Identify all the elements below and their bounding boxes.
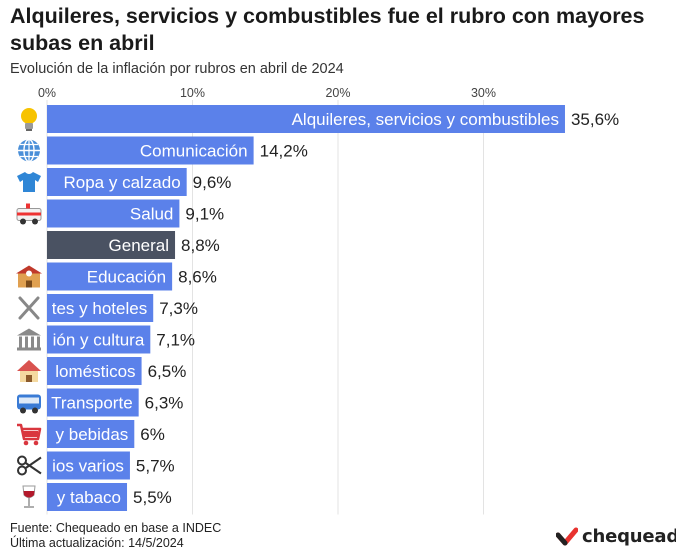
x-tick-label: 10% xyxy=(180,86,205,100)
bar xyxy=(47,483,128,511)
source-note: Fuente: Chequeado en base a INDEC xyxy=(10,521,222,535)
x-tick-label: 0% xyxy=(38,86,56,100)
chart-title: Alquileres, servicios y combustibles fue… xyxy=(10,4,645,55)
bar xyxy=(47,231,176,259)
bar-label: General xyxy=(109,236,169,255)
bar xyxy=(47,136,254,165)
x-tick-label: 20% xyxy=(325,86,350,100)
bar-label: lomésticos xyxy=(55,362,135,381)
value-label: 9,1% xyxy=(185,205,224,224)
x-tick-label: 30% xyxy=(471,86,496,100)
bar xyxy=(47,199,180,228)
update-note: Última actualización: 14/5/2024 xyxy=(10,536,184,550)
bus-icon xyxy=(17,394,41,414)
scissors-icon xyxy=(17,455,42,476)
bar xyxy=(47,451,130,480)
bar xyxy=(47,325,151,354)
bar-label: Alquileres, servicios y combustibles xyxy=(292,110,559,129)
bar-label: Comunicación xyxy=(140,142,248,161)
value-label: 5,5% xyxy=(133,488,172,507)
brand-logo[interactable]: chequeado xyxy=(556,522,676,550)
globe-icon xyxy=(18,138,40,163)
bar-label: Ropa y calzado xyxy=(63,173,180,192)
shopping-cart-icon xyxy=(17,423,42,446)
value-label: 7,3% xyxy=(159,299,198,318)
bar-label: y bebidas xyxy=(56,425,129,444)
brand-name: chequeado xyxy=(582,525,676,547)
bar-label: Educación xyxy=(87,268,166,287)
cutlery-icon xyxy=(18,296,40,320)
footer: Fuente: Chequeado en base a INDEC Última… xyxy=(10,521,221,551)
bar xyxy=(47,388,139,417)
value-label: 7,1% xyxy=(156,331,195,350)
bar xyxy=(47,105,565,133)
wine-glass-icon xyxy=(22,485,36,508)
bar xyxy=(47,168,187,196)
school-icon xyxy=(16,265,42,288)
value-label: 9,6% xyxy=(193,173,232,192)
museum-icon xyxy=(17,328,41,351)
value-label: 6,5% xyxy=(148,362,187,381)
bar-label: y tabaco xyxy=(57,488,121,507)
bar-label: Salud xyxy=(130,205,173,224)
bar-label: Transporte xyxy=(51,394,133,413)
value-label: 14,2% xyxy=(260,142,308,161)
chequeado-logo-icon xyxy=(556,527,578,546)
value-label: 5,7% xyxy=(136,457,175,476)
house-icon xyxy=(17,360,41,382)
value-label: 8,8% xyxy=(181,236,220,255)
ambulance-icon xyxy=(16,203,42,225)
bar xyxy=(47,420,135,448)
value-label: 35,6% xyxy=(571,110,619,129)
bar-label: tes y hoteles xyxy=(52,299,147,318)
bar xyxy=(47,294,154,322)
bar xyxy=(47,262,173,291)
chart-subtitle: Evolución de la inflación por rubros en … xyxy=(10,61,344,77)
value-label: 6,3% xyxy=(145,394,184,413)
bar-label: ión y cultura xyxy=(53,331,145,350)
lightbulb-icon xyxy=(21,108,37,131)
value-label: 8,6% xyxy=(178,268,217,287)
bar-label: ios varios xyxy=(52,457,124,476)
value-label: 6% xyxy=(140,425,165,444)
bar xyxy=(47,357,142,385)
tshirt-icon xyxy=(17,172,41,192)
